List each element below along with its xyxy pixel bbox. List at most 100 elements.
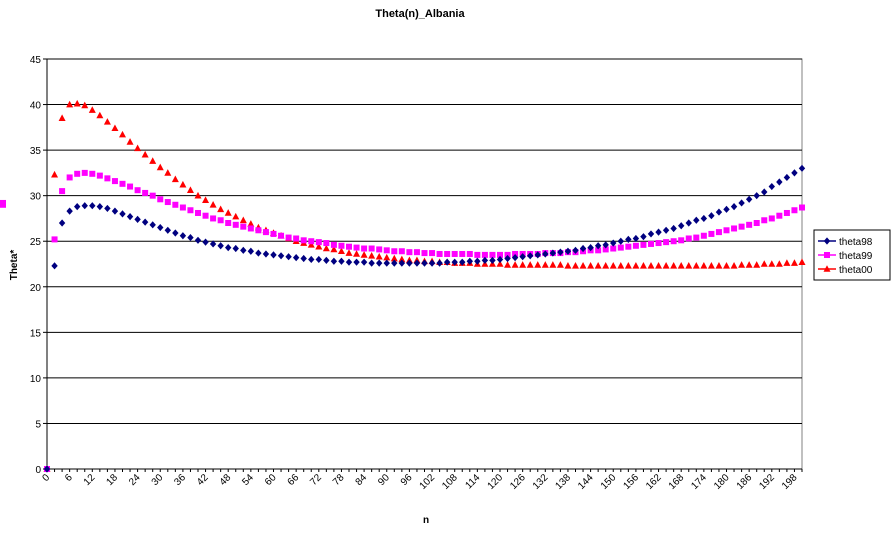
data-point: [496, 260, 504, 267]
data-point: [164, 169, 172, 176]
data-point: [323, 240, 330, 247]
data-point: [768, 215, 775, 222]
data-point: [74, 170, 81, 177]
data-point: [670, 224, 677, 233]
data-point: [587, 244, 594, 252]
data-point: [134, 187, 141, 194]
legend-marker: [823, 265, 831, 272]
data-point: [670, 262, 678, 269]
x-tick-label: 138: [553, 472, 573, 492]
data-point: [239, 216, 247, 224]
data-point: [127, 183, 134, 190]
data-point: [149, 221, 156, 229]
data-point: [104, 204, 111, 213]
data-point: [353, 250, 361, 257]
data-point: [602, 246, 609, 253]
data-point: [421, 259, 428, 267]
data-point: [202, 238, 209, 246]
data-point: [685, 219, 692, 227]
data-point: [632, 262, 640, 269]
data-point: [647, 262, 655, 269]
data-point: [187, 207, 194, 214]
y-tick-label: 20: [30, 283, 42, 294]
x-tick-label: 54: [240, 472, 256, 488]
data-point: [51, 236, 58, 243]
data-point: [361, 245, 368, 252]
x-tick-label: 186: [735, 472, 755, 492]
data-point: [323, 256, 330, 264]
data-point: [549, 249, 557, 257]
data-point: [632, 234, 640, 243]
data-point: [171, 175, 179, 183]
data-point: [58, 114, 66, 122]
data-point: [247, 225, 254, 232]
data-point: [799, 204, 805, 211]
data-point: [172, 229, 179, 237]
data-point: [761, 188, 768, 196]
data-point: [164, 199, 171, 206]
data-point: [648, 240, 654, 247]
data-point: [579, 244, 587, 253]
data-point: [715, 262, 723, 269]
y-tick-label: 30: [30, 192, 42, 203]
x-tick-label: 18: [104, 472, 120, 488]
legend: theta98 theta99 theta00: [813, 229, 891, 281]
data-point: [66, 207, 73, 215]
data-point: [164, 226, 171, 234]
data-point: [247, 247, 255, 255]
data-point: [504, 261, 512, 268]
data-point: [149, 157, 157, 164]
data-point: [768, 260, 776, 267]
data-point: [595, 247, 602, 254]
data-point: [126, 138, 134, 145]
x-tick-label: 144: [576, 472, 596, 492]
x-tick-label: 60: [263, 472, 279, 488]
data-point: [723, 227, 730, 234]
series-theta00: [43, 99, 806, 472]
data-point: [632, 242, 639, 249]
series-theta98: [43, 164, 806, 473]
data-point: [88, 106, 96, 113]
x-tick-label: 156: [621, 472, 641, 492]
data-point: [51, 262, 58, 270]
data-point: [96, 172, 103, 179]
data-point: [285, 253, 292, 261]
x-tick-label: 42: [195, 472, 211, 488]
data-point: [693, 216, 700, 224]
data-point: [66, 174, 73, 181]
data-point: [746, 221, 753, 228]
data-point: [625, 243, 632, 250]
x-tick-label: 120: [486, 472, 506, 492]
data-point: [225, 244, 232, 252]
data-point: [443, 258, 451, 266]
data-point: [240, 246, 247, 254]
data-point: [481, 256, 489, 264]
x-tick-label: 24: [127, 472, 143, 488]
data-point: [745, 195, 753, 203]
data-point: [43, 465, 51, 473]
data-point: [376, 246, 383, 253]
data-point: [730, 203, 738, 211]
data-point: [459, 258, 466, 266]
data-point: [376, 259, 383, 267]
x-axis-label: n: [423, 515, 429, 526]
data-point: [639, 262, 647, 269]
data-point: [731, 225, 738, 232]
y-tick-label: 25: [30, 237, 42, 248]
data-point: [338, 257, 345, 265]
data-point: [761, 217, 768, 224]
data-point: [519, 253, 526, 261]
data-point: [753, 261, 761, 268]
data-point: [134, 144, 142, 152]
y-tick-label: 0: [35, 465, 41, 476]
data-point: [451, 258, 458, 266]
data-point: [790, 259, 798, 266]
data-point: [368, 245, 375, 252]
data-point: [330, 241, 337, 248]
data-point: [783, 173, 791, 182]
data-point: [186, 186, 194, 193]
data-point: [655, 240, 662, 247]
data-point: [217, 242, 224, 250]
data-point: [428, 259, 436, 267]
data-point: [707, 262, 715, 269]
